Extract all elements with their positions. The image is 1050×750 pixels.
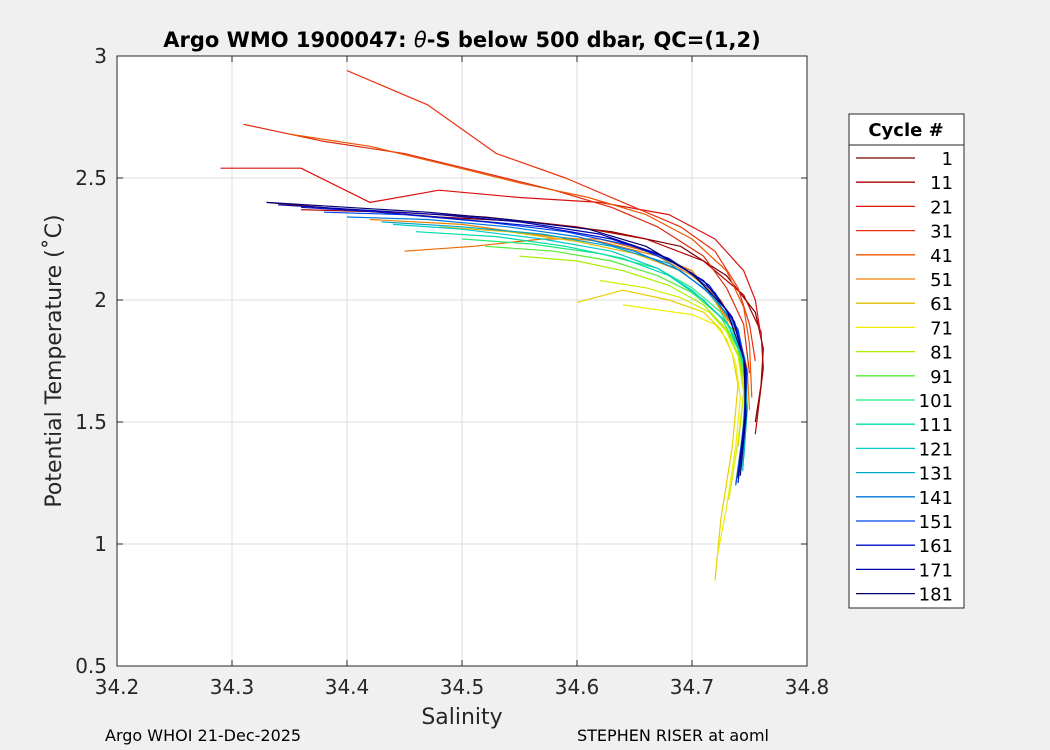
x-tick-label: 34.6 — [555, 675, 600, 699]
series-line-cycle-181 — [266, 201, 747, 476]
legend-label: 171 — [919, 560, 953, 581]
legend-label: 111 — [919, 415, 953, 436]
legend-label: 121 — [919, 439, 953, 460]
legend-label: 1 — [942, 149, 953, 170]
legend-label: 41 — [930, 246, 953, 267]
legend-label: 181 — [919, 585, 953, 606]
series-line-cycle-35 — [243, 123, 751, 374]
x-tick-label: 34.7 — [670, 675, 715, 699]
chart-title: Argo WMO 1900047: θ-S below 500 dbar, QC… — [163, 28, 760, 52]
legend-label: 141 — [919, 488, 953, 509]
series-line-cycle-161 — [300, 206, 747, 484]
legend-label: 101 — [919, 391, 953, 412]
legend-label: 11 — [930, 173, 953, 194]
y-tick-label: 1.5 — [75, 410, 107, 434]
legend-label: 151 — [919, 512, 953, 533]
footer-left: Argo WHOI 21-Dec-2025 — [105, 726, 301, 745]
y-tick-label: 0.5 — [75, 654, 107, 678]
legend-label: 61 — [930, 294, 953, 315]
x-tick-label: 34.2 — [95, 675, 140, 699]
x-tick-label: 34.3 — [210, 675, 255, 699]
series-lines — [220, 70, 764, 581]
x-tick-label: 34.8 — [785, 675, 830, 699]
legend-label: 51 — [930, 270, 953, 291]
legend-label: 21 — [930, 197, 953, 218]
x-axis-label: Salinity — [421, 705, 502, 730]
footer-right: STEPHEN RISER at aoml — [577, 726, 769, 745]
legend-title: Cycle # — [868, 120, 943, 141]
y-tick-label: 3 — [94, 44, 107, 68]
x-tick-label: 34.4 — [325, 675, 370, 699]
y-tick-labels: 0.5 1 1.5 2 2.5 3 — [75, 44, 107, 678]
series-line-cycle-21 — [220, 167, 762, 337]
y-tick-label: 1 — [94, 532, 107, 556]
legend-label: 131 — [919, 464, 953, 485]
y-axis-label: Potential Temperature (˚C) — [42, 214, 67, 507]
legend-label: 91 — [930, 367, 953, 388]
series-line-cycle-71 — [622, 304, 741, 557]
legend-label: 31 — [930, 222, 953, 243]
legend-label: 161 — [919, 536, 953, 557]
series-line-cycle-41 — [289, 133, 753, 398]
x-tick-label: 34.5 — [440, 675, 485, 699]
tick-marks — [116, 55, 808, 667]
x-tick-labels: 34.2 34.3 34.4 34.5 34.6 34.7 34.8 — [95, 675, 830, 699]
legend-box — [848, 113, 965, 609]
legend-items: 1112131415161718191101111121131141151161… — [856, 149, 953, 606]
series-line-cycle-66 — [576, 289, 739, 581]
series-line-cycle-76 — [599, 279, 745, 501]
y-tick-label: 2.5 — [75, 166, 107, 190]
legend-label: 71 — [930, 318, 953, 339]
legend: Cycle # 11121314151617181911011111211311… — [848, 113, 965, 609]
y-tick-label: 2 — [94, 288, 107, 312]
legend-label: 81 — [930, 343, 953, 364]
